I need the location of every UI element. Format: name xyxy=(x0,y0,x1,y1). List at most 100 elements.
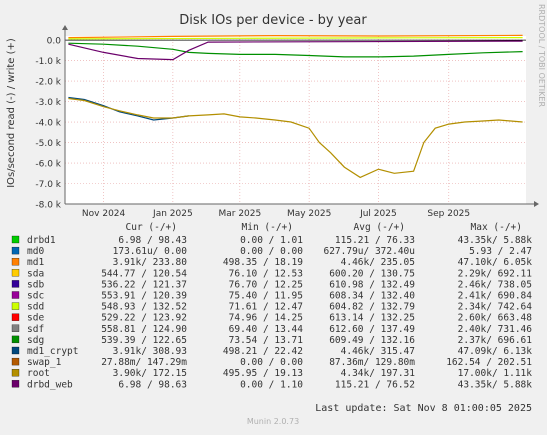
y-axis-arrow xyxy=(62,25,68,30)
y-tick-label: -2.0 k xyxy=(35,78,61,88)
y-tick-label: -4.0 k xyxy=(35,119,61,129)
legend-cur-value: 6.98 / 98.63 xyxy=(118,379,187,390)
legend-min-value: 0.00 / 0.00 xyxy=(240,357,303,368)
legend-max-value: 2.40k/ 731.46 xyxy=(458,324,533,335)
chart-title: Disk IOs per device - by year xyxy=(179,13,367,28)
legend-swatch xyxy=(11,313,20,321)
legend-min-value: 498.21 / 22.42 xyxy=(223,346,303,357)
legend-min-value: 76.70 / 12.25 xyxy=(229,279,303,290)
x-tick-label: Jan 2025 xyxy=(152,209,193,219)
legend-cur-value: 529.22 / 123.92 xyxy=(101,313,187,324)
legend-avg-value: 612.60 / 137.49 xyxy=(329,324,415,335)
legend-swatch xyxy=(11,346,20,355)
legend-max-value: 2.34k/ 742.64 xyxy=(458,302,533,313)
legend-cur-value: 3.91k/ 308.93 xyxy=(113,346,187,357)
legend-avg-value: 604.82 / 132.79 xyxy=(329,302,415,313)
series-md1-write xyxy=(68,34,523,39)
legend-avg-value: 613.14 / 132.25 xyxy=(329,313,415,324)
legend-swatch xyxy=(11,280,20,288)
legend-avg-value: 115.21 / 76.52 xyxy=(335,379,415,390)
legend-cur-value: 536.22 / 121.37 xyxy=(101,279,187,290)
series-layer xyxy=(68,34,523,179)
legend-min-value: 75.40 / 11.95 xyxy=(229,291,303,302)
legend-cur-value: 173.61u/ 0.00 xyxy=(113,246,188,257)
legend-max-value: 17.00k/ 1.11k xyxy=(458,368,533,379)
legend-min-value: 71.61 / 12.47 xyxy=(229,302,303,313)
legend-name: sdb xyxy=(27,279,44,290)
legend-swatch xyxy=(11,302,20,310)
legend-cur-value: 553.91 / 120.39 xyxy=(101,291,187,302)
legend-swatch xyxy=(11,291,20,299)
legend-avg-value: 4.46k/ 315.47 xyxy=(341,346,415,357)
legend-name: drbd1 xyxy=(27,235,56,246)
y-tick-label: -8.0 k xyxy=(35,201,61,211)
legend-cur-value: 3.90k/ 172.15 xyxy=(113,368,187,379)
legend-cur-value: 27.88m/ 147.29m xyxy=(101,357,187,368)
y-tick-label: -6.0 k xyxy=(35,160,61,170)
legend-swatch xyxy=(11,246,20,255)
x-tick-label: Jul 2025 xyxy=(359,209,397,219)
legend-name: sde xyxy=(27,313,44,324)
legend-avg-value: 600.20 / 130.75 xyxy=(329,268,415,279)
legend-table: Cur (-/+) Min (-/+) Avg (-/+) Max (-/+) drbd… xyxy=(11,222,533,390)
legend-max-value: 43.35k/ 5.88k xyxy=(458,235,533,246)
legend-min-value: 76.10 / 12.53 xyxy=(229,268,303,279)
legend-header-cur: Cur (-/+) xyxy=(126,222,177,233)
x-axis-arrow xyxy=(534,201,539,207)
legend-swatch xyxy=(11,269,20,277)
legend-header-min: Min (-/+) xyxy=(242,222,293,233)
y-tick-label: -7.0 k xyxy=(35,180,61,190)
y-tick-label: -3.0 k xyxy=(35,98,61,108)
legend-avg-value: 87.36m/ 129.80m xyxy=(329,357,415,368)
y-tick-label: -5.0 k xyxy=(35,139,61,149)
legend-cur-value: 558.81 / 124.90 xyxy=(101,324,187,335)
legend-max-value: 2.41k/ 690.84 xyxy=(458,291,533,302)
legend-max-value: 2.46k/ 738.05 xyxy=(458,279,532,290)
last-update: Last update: Sat Nov 8 01:00:05 2025 xyxy=(315,403,532,414)
legend-max-value: 2.37k/ 696.61 xyxy=(458,335,533,346)
legend-max-value: 162.54 / 202.51 xyxy=(446,357,532,368)
legend-cur-value: 548.93 / 132.52 xyxy=(101,302,187,313)
legend-cur-value: 3.91k/ 233.80 xyxy=(113,257,188,268)
legend-name: sda xyxy=(27,268,44,279)
legend-avg-value: 610.98 / 132.49 xyxy=(329,279,415,290)
legend-swatch xyxy=(11,335,20,344)
legend-name: drbd_web xyxy=(27,379,73,390)
legend-swatch xyxy=(11,369,20,377)
x-tick-label: May 2025 xyxy=(287,209,331,219)
legend-name: swap_1 xyxy=(27,357,62,368)
munin-version: Munin 2.0.73 xyxy=(247,417,299,426)
legend-name: md1 xyxy=(27,257,44,268)
y-axis-label: IOs/second read (-) / write (+) xyxy=(6,38,17,188)
legend-header-max: Max (-/+) xyxy=(471,222,522,233)
legend-max-value: 43.35k/ 5.88k xyxy=(458,379,533,390)
axes: 0.0 -1.0 k -2.0 k -3.0 k -4.0 k -5.0 k -6.0 k -… xyxy=(35,25,539,219)
legend-name: root xyxy=(27,368,50,379)
legend-name: sdc xyxy=(27,291,44,302)
legend-max-value: 2.29k/ 692.11 xyxy=(458,268,533,279)
y-tick-label: 0.0 xyxy=(47,37,62,47)
legend-min-value: 0.00 / 1.01 xyxy=(240,235,303,246)
legend-swatch xyxy=(11,258,20,266)
watermark: RRDTOOL / TOBI OETIKER xyxy=(537,4,546,107)
legend-name: md0 xyxy=(27,246,44,257)
y-tick-label: -1.0 k xyxy=(35,57,61,67)
legend-cur-value: 6.98 / 98.43 xyxy=(118,235,187,246)
series-drbd_web-read xyxy=(68,40,523,61)
legend-avg-value: 115.21 / 76.33 xyxy=(335,235,415,246)
legend-swatch xyxy=(11,357,20,366)
legend-max-value: 5.93 / 2.47 xyxy=(469,246,532,257)
legend-max-value: 47.10k/ 6.05k xyxy=(458,257,533,268)
legend-name: md1_crypt xyxy=(27,346,78,357)
legend-name: sdg xyxy=(27,335,44,346)
legend-swatch xyxy=(11,235,20,244)
legend-avg-value: 4.46k/ 235.05 xyxy=(341,257,415,268)
legend-min-value: 0.00 / 0.00 xyxy=(240,246,303,257)
legend-avg-value: 609.49 / 132.16 xyxy=(329,335,415,346)
series-root-read xyxy=(68,97,523,179)
legend-min-value: 73.54 / 13.71 xyxy=(229,335,304,346)
legend-avg-value: 4.34k/ 197.31 xyxy=(341,368,416,379)
legend-name: sdd xyxy=(27,302,44,313)
